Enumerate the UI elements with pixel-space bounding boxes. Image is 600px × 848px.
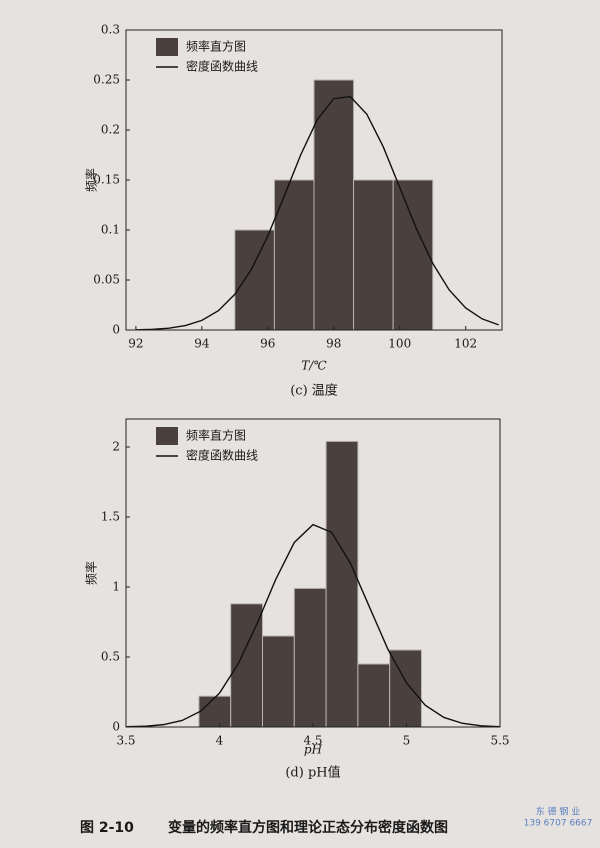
x-tick-label: 102 [454,337,477,351]
bar [313,79,355,331]
watermark: 东 德 钢 业 [536,806,581,818]
legend-label: 密度函数曲线 [186,448,258,463]
x-axis-label: T/℃ [301,359,327,373]
legend-swatch [156,427,178,445]
x-tick-label: 3.5 [116,734,135,748]
y-tick-label: 0.15 [93,173,120,187]
y-tick-label: 0.2 [101,123,120,137]
x-tick-label: 5 [403,734,411,748]
y-tick-label: 0 [112,720,120,734]
bar [262,635,295,728]
y-tick-label: 1.5 [101,510,120,524]
y-tick-label: 2 [112,440,120,454]
legend-swatch [156,38,178,56]
y-tick-label: 0.3 [101,23,120,37]
figure-number: 图 2-10 [80,820,134,836]
bar [357,663,391,728]
chart-caption: (d) pH值 [285,765,340,781]
legend-label: 频率直方图 [186,39,246,54]
legend-label: 密度函数曲线 [186,59,258,74]
x-tick-label: 100 [388,337,411,351]
x-tick-label: 92 [128,337,143,351]
bar [273,179,315,331]
y-axis-label: 频率 [84,168,99,192]
y-tick-label: 0.5 [101,650,120,664]
bar [234,229,275,331]
bar [198,695,232,728]
bar [325,440,359,728]
watermark: 139 6707 6667 [524,819,593,829]
y-tick-label: 0.1 [101,223,120,237]
bar [392,179,434,331]
density-curve [135,95,499,331]
y-tick-label: 0.25 [93,73,120,87]
x-tick-label: 98 [326,337,341,351]
figure-caption: 变量的频率直方图和理论正态分布密度函数图 [168,819,448,836]
x-tick-label: 94 [194,337,210,351]
x-tick-label: 96 [260,337,275,351]
x-axis-label: pH [304,743,323,757]
y-tick-label: 0 [112,323,120,337]
x-tick-label: 4 [216,734,224,748]
y-tick-label: 0.05 [93,273,120,287]
bar [389,649,422,728]
y-tick-label: 1 [112,580,120,594]
chart-caption: (c) 温度 [290,383,338,399]
y-axis-label: 频率 [84,561,99,585]
legend-label: 频率直方图 [186,428,246,443]
x-tick-label: 5.5 [490,734,509,748]
x-tick-label: 4.5 [303,734,322,748]
bar [293,587,327,728]
density-curve [125,523,501,728]
bar [353,179,394,331]
